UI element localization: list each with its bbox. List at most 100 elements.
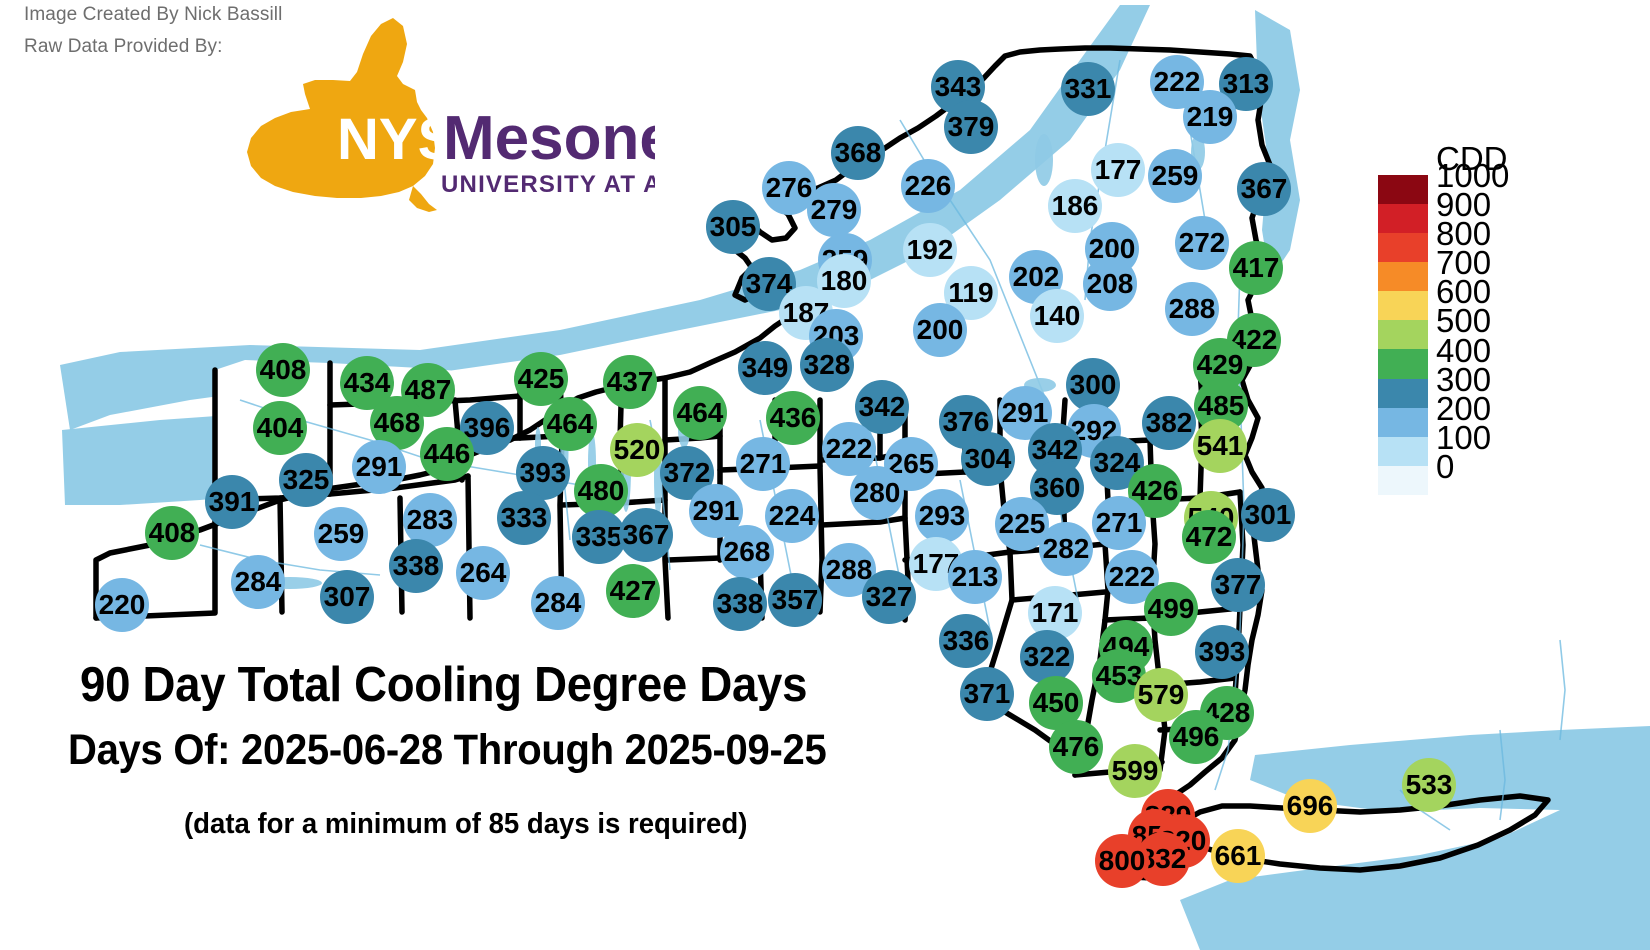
station-marker[interactable]: 293 [915,489,969,543]
station-marker[interactable]: 404 [253,401,307,455]
station-marker[interactable]: 213 [948,550,1002,604]
station-marker[interactable]: 333 [497,491,551,545]
station-marker[interactable]: 487 [401,363,455,417]
station-marker[interactable]: 427 [606,564,660,618]
station-value-label: 446 [423,438,471,469]
station-marker[interactable]: 372 [660,446,714,500]
station-marker[interactable]: 220 [95,578,149,632]
station-marker[interactable]: 480 [574,464,628,518]
station-marker[interactable]: 222 [1150,55,1204,109]
station-marker[interactable]: 336 [939,614,993,668]
station-marker[interactable]: 661 [1211,829,1265,883]
station-marker[interactable]: 338 [389,539,443,593]
station-marker[interactable]: 224 [765,489,819,543]
station-marker[interactable]: 283 [403,493,457,547]
station-marker[interactable]: 696 [1283,779,1337,833]
station-marker[interactable]: 305 [706,200,760,254]
station-marker[interactable]: 140 [1030,289,1084,343]
station-marker[interactable]: 331 [1061,62,1115,116]
station-marker[interactable]: 450 [1029,676,1083,730]
station-marker[interactable]: 264 [456,546,510,600]
station-marker[interactable]: 226 [901,159,955,213]
station-marker[interactable]: 476 [1049,720,1103,774]
station-marker[interactable]: 393 [516,446,570,500]
station-marker[interactable]: 259 [1148,149,1202,203]
station-marker[interactable]: 259 [314,507,368,561]
station-marker[interactable]: 349 [738,341,792,395]
station-marker[interactable]: 292 [1067,404,1121,458]
station-marker[interactable]: 371 [960,667,1014,721]
station-marker[interactable]: 335 [572,510,626,564]
station-marker[interactable]: 393 [1195,625,1249,679]
station-marker[interactable]: 268 [720,525,774,579]
station-marker[interactable]: 187 [779,286,833,340]
station-marker[interactable]: 300 [1066,358,1120,412]
station-marker[interactable]: 357 [768,573,822,627]
station-marker[interactable]: 464 [673,386,727,440]
station-marker[interactable]: 208 [1083,257,1137,311]
station-marker[interactable]: 800 [1095,834,1149,888]
station-marker[interactable]: 222 [822,422,876,476]
station-value-label: 307 [323,581,371,612]
station-marker[interactable]: 307 [320,570,374,624]
station-marker[interactable]: 322 [1020,630,1074,684]
station-marker[interactable]: 219 [1183,90,1237,144]
station-marker[interactable]: 496 [1169,710,1223,764]
station-marker[interactable]: 200 [913,303,967,357]
station-marker[interactable]: 171 [1028,586,1082,640]
station-marker[interactable]: 284 [531,576,585,630]
station-marker[interactable]: 368 [831,126,885,180]
station-marker[interactable]: 367 [619,508,673,562]
station-marker[interactable]: 391 [205,475,259,529]
station-value-label: 396 [463,412,511,443]
station-value-label: 333 [500,502,548,533]
station-marker[interactable]: 379 [944,100,998,154]
station-marker[interactable]: 417 [1229,241,1283,295]
station-marker[interactable]: 265 [884,437,938,491]
station-marker[interactable]: 472 [1182,510,1236,564]
station-marker[interactable]: 186 [1048,179,1102,233]
station-marker[interactable]: 279 [807,183,861,237]
station-marker[interactable]: 382 [1142,396,1196,450]
station-marker[interactable]: 499 [1144,582,1198,636]
station-marker[interactable]: 408 [145,506,199,560]
station-marker[interactable]: 464 [543,397,597,451]
station-marker[interactable]: 425 [514,352,568,406]
station-marker[interactable]: 342 [855,380,909,434]
station-marker[interactable]: 436 [766,391,820,445]
station-marker[interactable]: 426 [1128,464,1182,518]
station-marker[interactable]: 284 [231,555,285,609]
station-marker[interactable]: 328 [800,338,854,392]
station-marker[interactable]: 377 [1211,558,1265,612]
station-marker[interactable]: 408 [256,343,310,397]
station-marker[interactable]: 599 [1108,744,1162,798]
station-marker[interactable]: 325 [279,453,333,507]
station-value-label: 291 [355,451,403,482]
station-marker[interactable]: 119 [944,266,998,320]
station-marker[interactable]: 579 [1134,668,1188,722]
station-marker[interactable]: 437 [603,355,657,409]
station-value-label: 222 [825,433,873,464]
station-marker[interactable]: 327 [862,570,916,624]
station-marker[interactable]: 271 [1092,496,1146,550]
station-marker[interactable]: 338 [713,577,767,631]
station-marker[interactable]: 288 [1165,282,1219,336]
station-value-label: 464 [546,408,594,439]
station-marker[interactable]: 446 [420,427,474,481]
station-marker[interactable]: 177 [1091,143,1145,197]
station-marker[interactable]: 276 [762,161,816,215]
station-marker[interactable]: 192 [903,223,957,277]
station-marker[interactable]: 304 [961,432,1015,486]
station-marker[interactable]: 541 [1193,419,1247,473]
station-marker[interactable]: 282 [1039,522,1093,576]
legend-color-swatch [1378,349,1428,379]
station-marker[interactable]: 272 [1175,216,1229,270]
station-marker[interactable]: 280 [850,466,904,520]
station-marker[interactable]: 533 [1402,758,1456,812]
station-marker[interactable]: 271 [736,437,790,491]
station-marker[interactable]: 367 [1237,162,1291,216]
station-marker[interactable]: 291 [352,440,406,494]
station-marker[interactable]: 520 [610,423,664,477]
station-marker[interactable]: 301 [1241,488,1295,542]
station-value-label: 335 [575,521,623,552]
